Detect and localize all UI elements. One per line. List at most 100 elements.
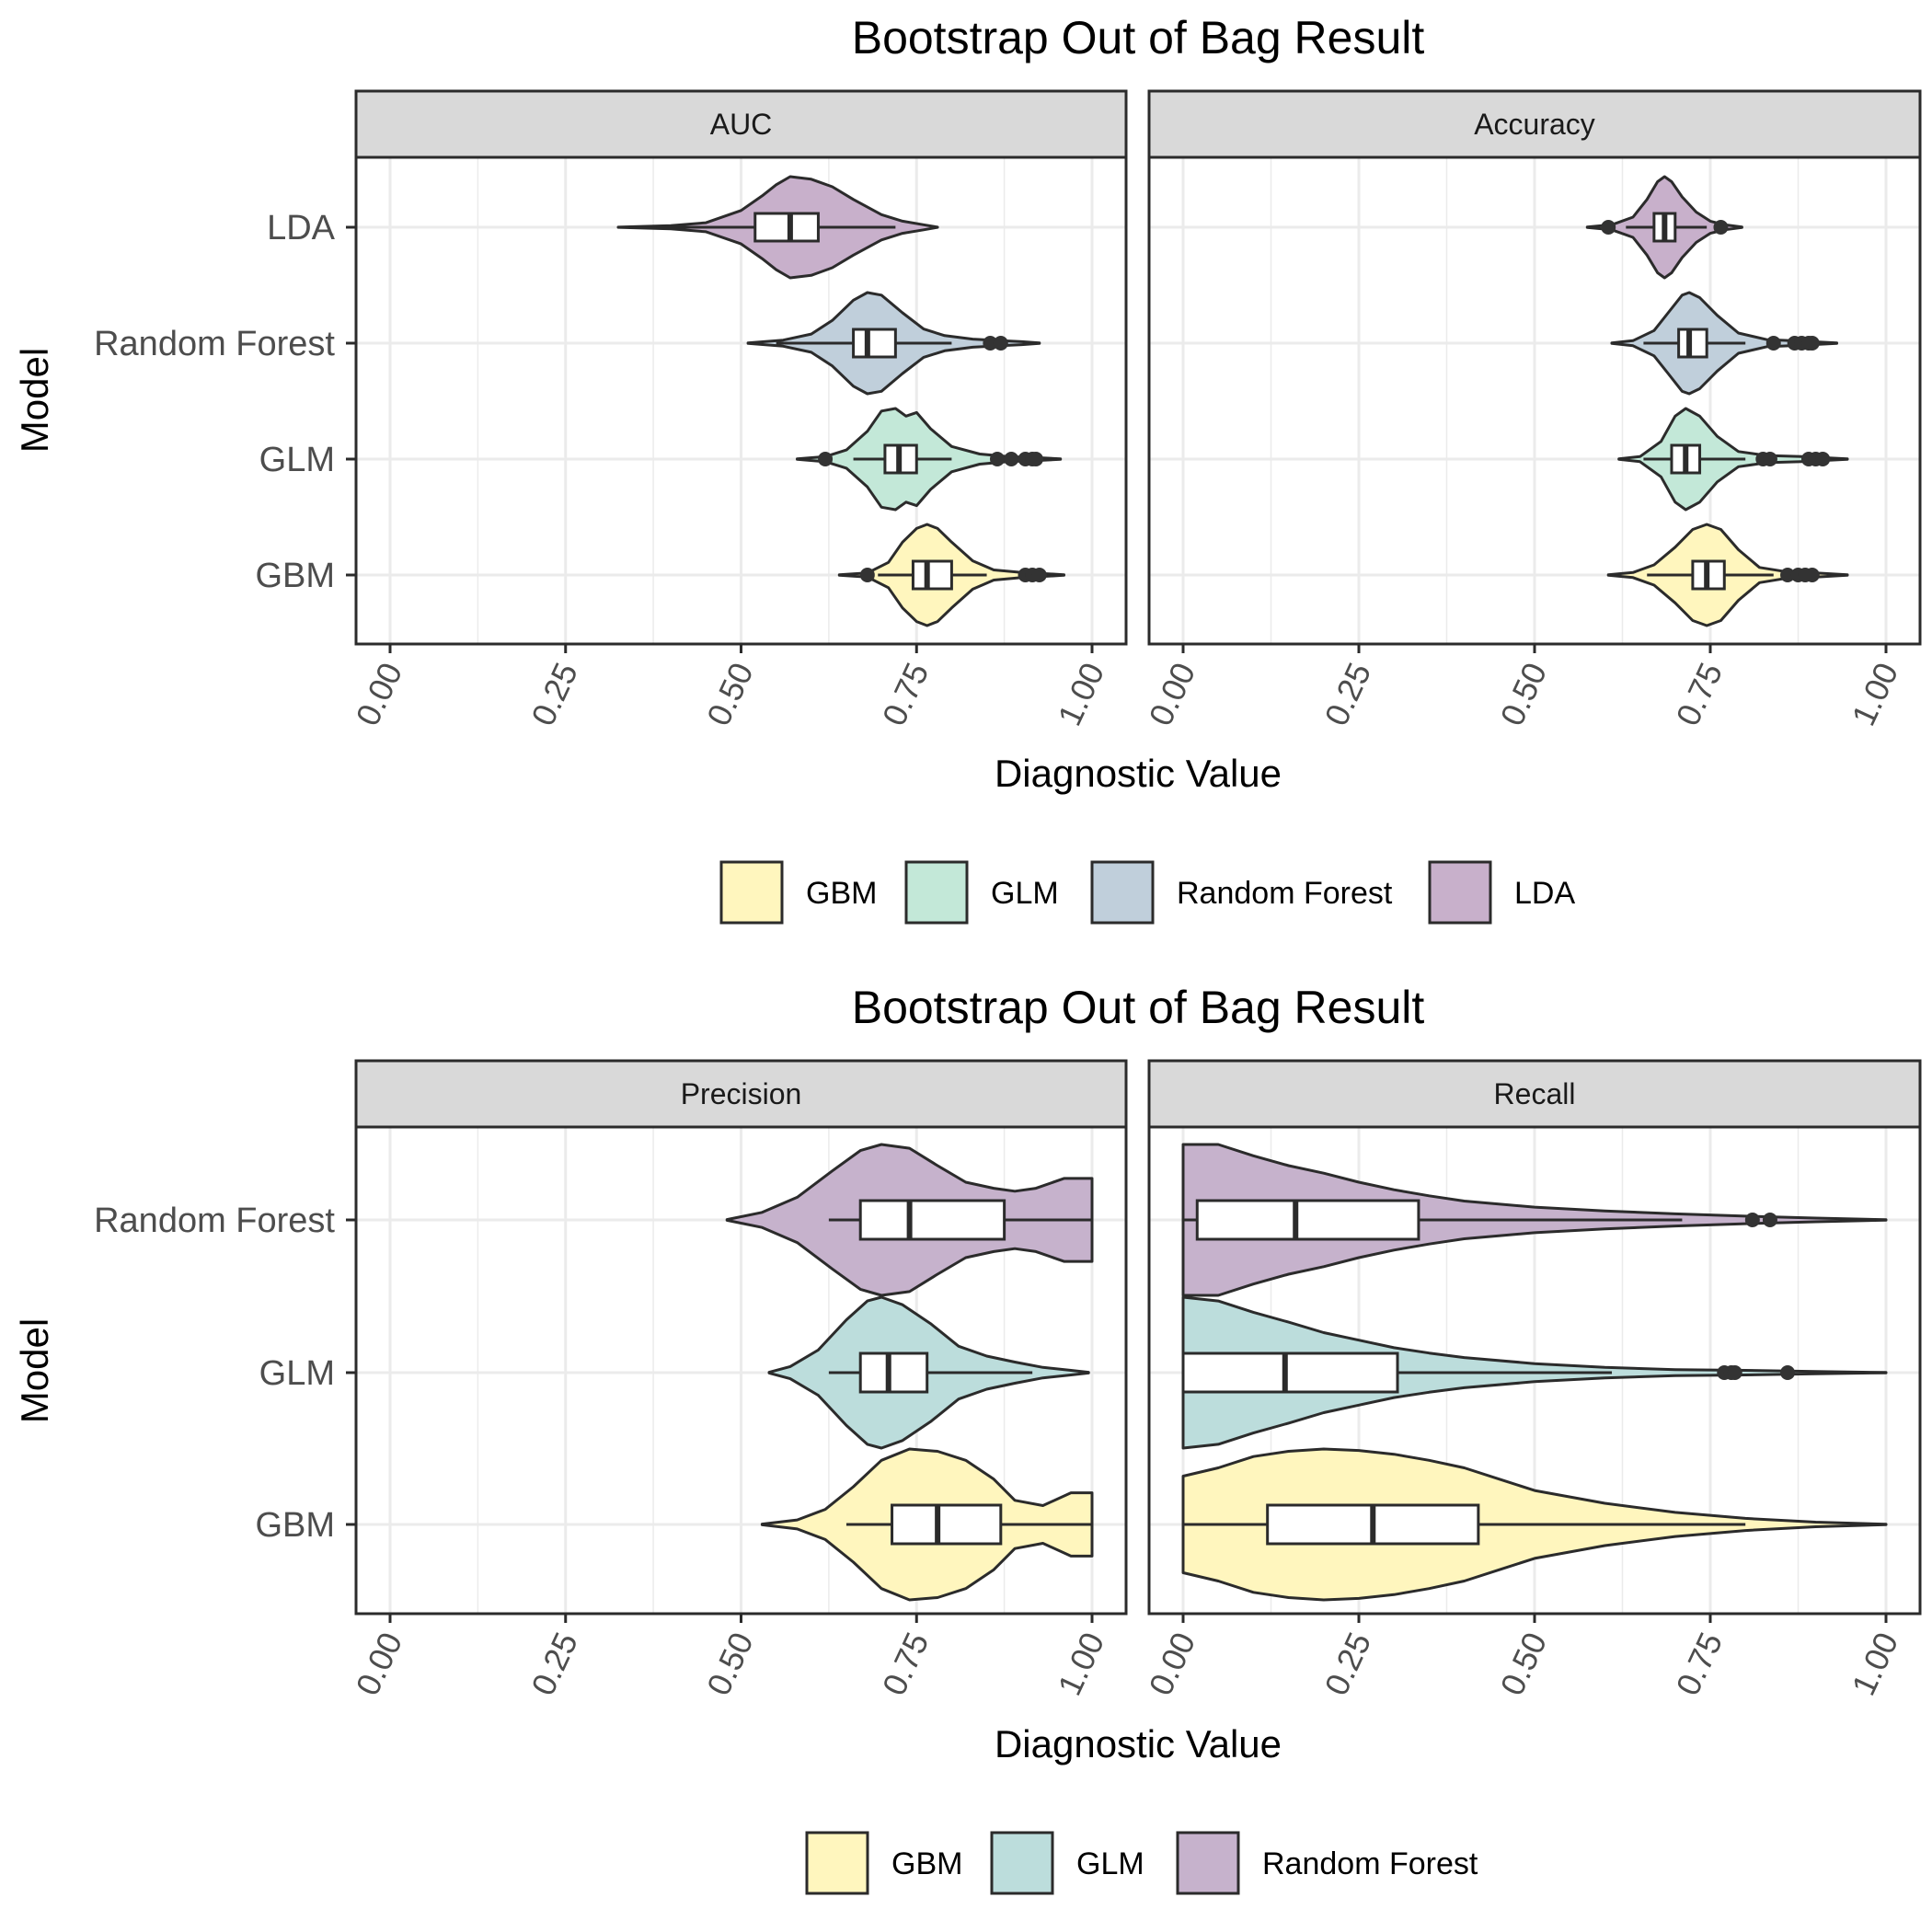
series-random-forest [725, 1143, 1094, 1297]
x-tick-label: 0.50 [699, 1627, 761, 1701]
x-tick-label: 1.00 [1844, 657, 1905, 731]
x-tick-label: 0.00 [1141, 1627, 1202, 1701]
box-iqr [852, 328, 897, 359]
legend-swatch [719, 860, 784, 925]
facet-label: AUC [710, 108, 773, 141]
series-lda [1585, 175, 1743, 280]
x-tick-label: 0.25 [1317, 1627, 1378, 1701]
legend-item-glm: GLM [904, 860, 1059, 925]
x-tick-label: 0.00 [1141, 657, 1202, 731]
legend-swatch [805, 1831, 869, 1895]
series-glm [1181, 1295, 1888, 1450]
legend-item-glm: GLM [990, 1831, 1144, 1895]
series-gbm [760, 1447, 1094, 1602]
series-random-forest [1181, 1143, 1888, 1297]
x-tick-label: 0.00 [348, 1627, 409, 1701]
legend-swatch [1090, 860, 1155, 925]
x-tick-label: 0.75 [1668, 1627, 1730, 1701]
outlier-point [1727, 1365, 1742, 1380]
x-axis-title: Diagnostic Value [995, 752, 1282, 795]
outlier-point [1028, 452, 1043, 466]
facet-label: Precision [681, 1077, 802, 1110]
box-iqr [858, 1351, 929, 1394]
y-tick-label: GLM [259, 1354, 335, 1393]
legend-item-random-forest: Random Forest [1090, 860, 1393, 925]
outlier-point [1762, 1213, 1777, 1227]
box-iqr [858, 1199, 1006, 1241]
legend-item-gbm: GBM [719, 860, 877, 925]
outlier-point [1762, 452, 1777, 466]
x-tick-label: 0.25 [523, 1627, 585, 1701]
outlier-point [1804, 336, 1820, 351]
series-random-forest [746, 291, 1041, 396]
legend: GBM GLM Random Forest [805, 1831, 1478, 1895]
chart-title: Bootstrap Out of Bag Result [852, 12, 1425, 63]
outlier-point [1713, 220, 1729, 235]
legend: GBM GLM Random Forest LDA [719, 860, 1575, 925]
outlier-point [993, 336, 1008, 351]
series-gbm [1606, 523, 1849, 627]
box-iqr [911, 559, 953, 591]
facet-strip [1147, 1059, 1922, 1129]
x-tick-label: 0.50 [699, 657, 761, 731]
series-glm [1617, 407, 1849, 512]
y-tick-label: Random Forest [94, 325, 335, 363]
outlier-point [983, 336, 998, 351]
legend-label: GLM [1076, 1846, 1144, 1881]
chart-title: Bootstrap Out of Bag Result [852, 982, 1425, 1033]
outlier-point [1780, 568, 1796, 582]
outlier-point [818, 452, 834, 466]
outlier-point [859, 568, 875, 582]
legend-swatch [1176, 1831, 1240, 1895]
outlier-point [1804, 568, 1820, 582]
box-iqr [1677, 328, 1708, 359]
legend-label: GBM [891, 1846, 962, 1881]
outlier-point [1765, 336, 1781, 351]
y-axis-title: Model [13, 348, 56, 453]
facet-label: Accuracy [1474, 108, 1595, 141]
series-glm [767, 1295, 1090, 1450]
x-tick-label: 0.50 [1492, 1627, 1554, 1701]
outlier-point [1815, 452, 1831, 466]
legend-item-lda: LDA [1428, 860, 1575, 925]
y-tick-label: GBM [255, 1506, 335, 1545]
box-iqr [891, 1503, 1003, 1546]
series-gbm [1181, 1447, 1888, 1602]
outlier-point [989, 452, 1005, 466]
y-tick-label: GLM [259, 441, 335, 479]
legend-label: LDA [1514, 876, 1575, 911]
x-tick-label: 0.00 [348, 657, 409, 731]
legend-label: GBM [806, 876, 877, 911]
legend-swatch [1428, 860, 1492, 925]
y-axis-title: Model [13, 1318, 56, 1423]
x-tick-label: 0.25 [1317, 657, 1378, 731]
legend-item-random-forest: Random Forest [1176, 1831, 1478, 1895]
facet-precision: Precision 0.00 0.25 0.50 0.75 1.00 [348, 1059, 1128, 1701]
x-axis-title: Diagnostic Value [995, 1722, 1282, 1765]
outlier-point [1744, 1213, 1760, 1227]
facet-label: Recall [1494, 1077, 1576, 1110]
series-glm [796, 407, 1063, 512]
outlier-point [1601, 220, 1616, 235]
box-iqr [1181, 1351, 1399, 1394]
x-tick-label: 1.00 [1844, 1627, 1905, 1701]
chart-section-1: Bootstrap Out of Bag Result AUC 0.00 0.25 0.… [13, 12, 1922, 925]
outlier-point [1031, 568, 1047, 582]
y-tick-label: GBM [255, 557, 335, 595]
chart-section-2: Bootstrap Out of Bag Result Precision 0.00… [13, 982, 1922, 1895]
facet-recall: Recall 0.00 0.25 0.50 0.75 1.00 [1141, 1059, 1922, 1701]
x-tick-label: 1.00 [1050, 657, 1111, 731]
box-iqr [1195, 1199, 1420, 1241]
outlier-point [1004, 452, 1019, 466]
box-iqr [753, 212, 820, 243]
x-tick-label: 0.75 [875, 1627, 937, 1701]
facet-strip [354, 1059, 1128, 1129]
series-random-forest [1610, 291, 1838, 396]
outlier-point [1780, 1365, 1796, 1380]
legend-swatch [904, 860, 969, 925]
x-tick-label: 0.50 [1492, 657, 1554, 731]
legend-swatch [990, 1831, 1054, 1895]
x-tick-label: 0.25 [523, 657, 585, 731]
